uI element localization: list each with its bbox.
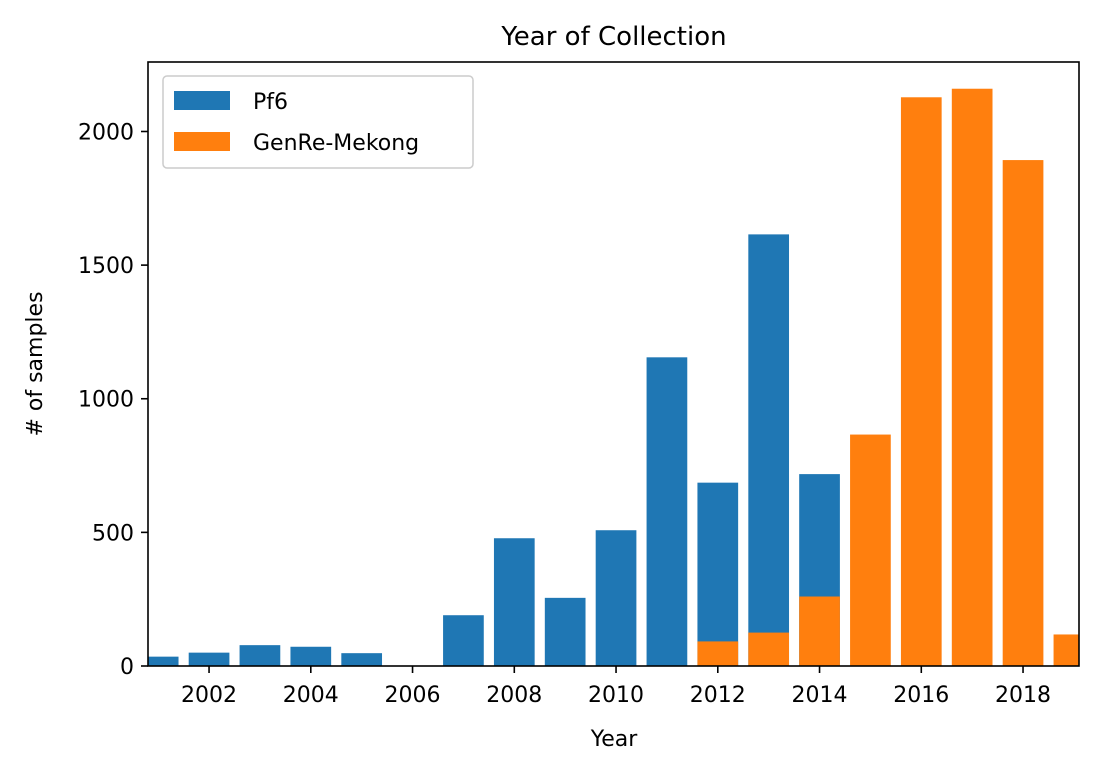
bar-genre-mekong-2018 [1002,160,1044,666]
bar-pf6-2002 [188,652,230,666]
x-tick-label-2014: 2014 [792,683,848,708]
x-axis-ticks: 2002 2004 2006 2008 2010 2012 2014 2016 2018 [181,666,1051,708]
series-genre-mekong-bars [697,88,1079,667]
bar-pf6-2013 [748,234,790,666]
bar-pf6-2003 [239,645,281,666]
bar-pf6-2009 [544,597,586,666]
bar-pf6-2011 [646,357,688,666]
legend: Pf6 GenRe-Mekong [162,75,474,169]
y-axis-label: # of samples [23,291,48,436]
x-tick-label-2010: 2010 [588,683,644,708]
plot-frame [147,61,1080,667]
x-tick-label-2008: 2008 [486,683,542,708]
legend-frame [162,75,474,169]
legend-swatch-genre-mekong [174,132,230,151]
series-pf6-bars [148,234,840,666]
y-axis-ticks: 0 500 1000 1500 2000 [78,120,148,680]
x-tick-label-2018: 2018 [995,683,1051,708]
bar-genre-mekong-2014 [799,596,840,666]
bar-genre-mekong-2016 [900,97,942,666]
y-tick-label-2000: 2000 [78,120,134,145]
bar-pf6-2007 [443,615,484,666]
legend-label-genre-mekong: GenRe-Mekong [253,131,419,156]
y-tick-label-1500: 1500 [78,254,134,279]
x-tick-label-2012: 2012 [690,683,746,708]
bar-pf6-2001 [148,656,179,666]
y-tick-label-1000: 1000 [78,388,134,413]
legend-label-pf6: Pf6 [253,90,288,115]
legend-swatch-pf6 [174,91,230,110]
y-tick-label-500: 500 [92,521,134,546]
bar-pf6-2010 [595,530,637,666]
bar-genre-mekong-2019 [1053,634,1079,666]
x-tick-label-2002: 2002 [181,683,237,708]
x-tick-label-2006: 2006 [385,683,441,708]
bar-genre-mekong-2015 [850,434,891,666]
x-tick-label-2004: 2004 [283,683,339,708]
x-tick-label-2016: 2016 [893,683,949,708]
bar-genre-mekong-2012 [697,641,739,666]
bar-pf6-2012 [697,482,739,666]
bar-pf6-2008 [493,538,535,666]
y-tick-label-0: 0 [120,655,134,680]
bar-genre-mekong-2017 [951,88,993,667]
bar-pf6-2004 [290,646,332,666]
x-axis-label: Year [590,727,639,752]
bar-genre-mekong-2013 [748,632,790,666]
bar-pf6-2005 [341,653,383,666]
chart-title: Year of Collection [500,22,726,52]
